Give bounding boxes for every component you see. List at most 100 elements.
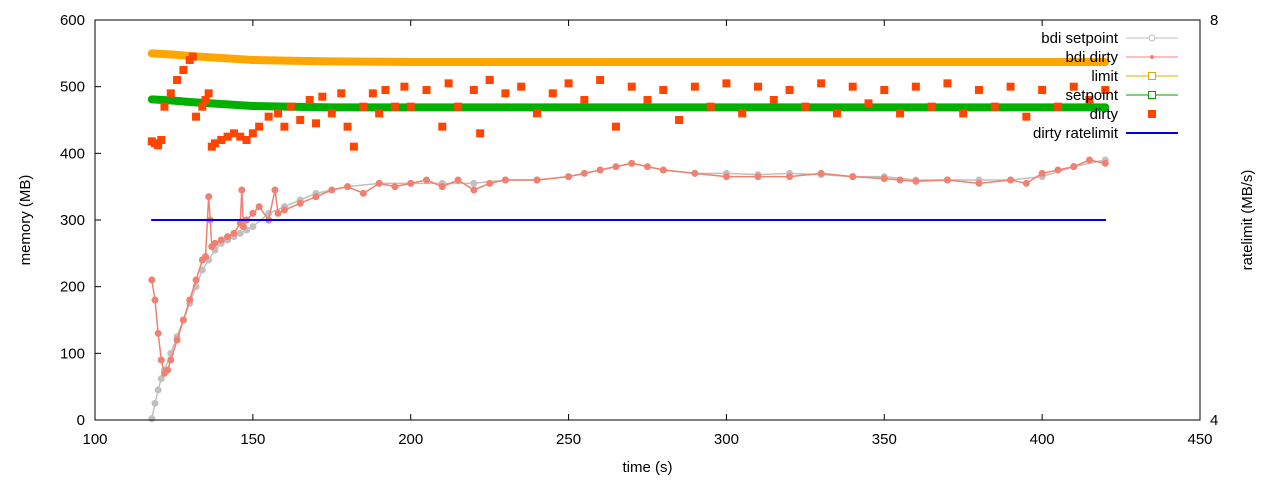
limit-point (1038, 58, 1046, 66)
x-tick-label: 100 (82, 431, 107, 448)
dirty-point (469, 86, 478, 94)
bdi-dirty-point (896, 176, 904, 184)
bdi-dirty-point (217, 236, 225, 244)
dirty-point (817, 79, 826, 88)
dirty-point (975, 86, 983, 94)
dirty-point (223, 132, 232, 141)
dirty-point (337, 89, 346, 98)
limit-point (328, 57, 336, 65)
bdi-dirty-point (192, 276, 200, 284)
axes: 100 150 200 250 300 350 400 450 0 100 200 300 400 500… (60, 12, 1218, 448)
setpoint-point (328, 103, 336, 111)
setpoint-point (280, 103, 288, 111)
bdi-dirty-point (565, 173, 573, 181)
dirty-point (327, 109, 336, 118)
bdi-dirty-point (849, 173, 857, 181)
limit-line (147, 49, 1110, 66)
setpoint-point (186, 98, 194, 106)
bdi-dirty-point (224, 233, 232, 241)
dirty-point (990, 102, 999, 111)
limit-point (1101, 58, 1109, 66)
x-tick-label: 350 (872, 431, 897, 448)
bdi-dirty-point (628, 159, 636, 167)
dirty-point (911, 82, 920, 91)
bdi-setpoint-point (249, 223, 257, 231)
y-tick-label: 0 (77, 412, 85, 429)
legend-label: dirty ratelimit (1033, 125, 1119, 142)
bdi-dirty-point (423, 176, 430, 184)
bdi-dirty-point (722, 173, 730, 181)
bdi-setpoint-series (148, 156, 1109, 423)
dirty-point (675, 116, 684, 124)
bdi-setpoint-point (151, 399, 159, 407)
bdi-dirty-point (975, 179, 983, 187)
dirty-point (229, 129, 238, 138)
bdi-dirty-point (164, 366, 172, 374)
dirty-point (1006, 82, 1015, 91)
dirty-point (248, 129, 257, 138)
x-tick-label: 150 (240, 431, 265, 448)
dirty-point (217, 136, 226, 144)
bdi-dirty-point (157, 356, 165, 364)
dirty-point (627, 82, 636, 91)
legend-item-dirty: dirty (1090, 106, 1156, 123)
bdi-dirty-point (179, 316, 187, 324)
dirty-point (390, 102, 399, 111)
dirty-point (349, 142, 358, 151)
bdi-dirty-point (249, 209, 257, 217)
dirty-point (880, 86, 889, 94)
bdi-setpoint-point (470, 179, 478, 187)
bdi-dirty-point (1038, 169, 1046, 177)
y-tick-label: 600 (60, 12, 85, 29)
bdi-dirty-point (173, 336, 181, 344)
dirty-point (242, 136, 251, 144)
dirty-point (501, 89, 510, 98)
legend-label: dirty (1090, 106, 1119, 123)
bdi-dirty-point (205, 193, 213, 201)
dirty-point (188, 52, 197, 61)
setpoint-point (880, 103, 888, 111)
dirty-point (438, 122, 447, 131)
bdi-dirty-point (470, 186, 478, 194)
dirty-point (368, 89, 377, 98)
limit-point (722, 58, 730, 66)
dirty-point (643, 96, 652, 104)
dirty-point (927, 102, 936, 111)
dirty-point (564, 79, 573, 88)
y-tick-label: 300 (60, 212, 85, 229)
dirty-point (769, 96, 778, 104)
bdi-dirty-point (148, 276, 156, 284)
legend-label: bdi dirty (1065, 49, 1118, 66)
dirty-point (1022, 112, 1031, 121)
dirty-point (381, 86, 390, 94)
bdi-dirty-point (328, 186, 336, 194)
bdi-dirty-point (596, 166, 604, 174)
bdi-dirty-point (580, 169, 588, 177)
dirty-point (210, 139, 219, 148)
bdi-dirty-point (659, 166, 667, 174)
dirty-point (255, 122, 264, 131)
legend-swatch (1148, 110, 1156, 118)
dirty-point (1101, 86, 1110, 94)
bdi-dirty-point (1070, 163, 1078, 171)
setpoint-point (249, 102, 257, 110)
legend-swatch-marker (1148, 72, 1156, 80)
y-axis-title: memory (MB) (17, 175, 34, 266)
bdi-dirty-point (1101, 159, 1109, 167)
bdi-dirty-point (817, 169, 825, 177)
bdi-dirty-point (344, 183, 352, 191)
dirty-point (1053, 102, 1062, 111)
legend: bdi setpoint bdi dirty limit setpoint dirty d… (1033, 30, 1178, 142)
dirty-point (801, 102, 810, 111)
bdi-dirty-point (202, 253, 209, 261)
y-tick-label: 100 (60, 345, 85, 362)
bdi-dirty-point (754, 173, 762, 181)
dirty-point (832, 109, 841, 118)
dirty-point (154, 141, 163, 150)
bdi-dirty-series (148, 156, 1109, 377)
setpoint-point (722, 103, 730, 111)
dirty-point (1085, 96, 1094, 104)
y2-axis-title: ratelimit (MB/s) (1239, 170, 1256, 271)
dirty-point (1069, 82, 1078, 91)
